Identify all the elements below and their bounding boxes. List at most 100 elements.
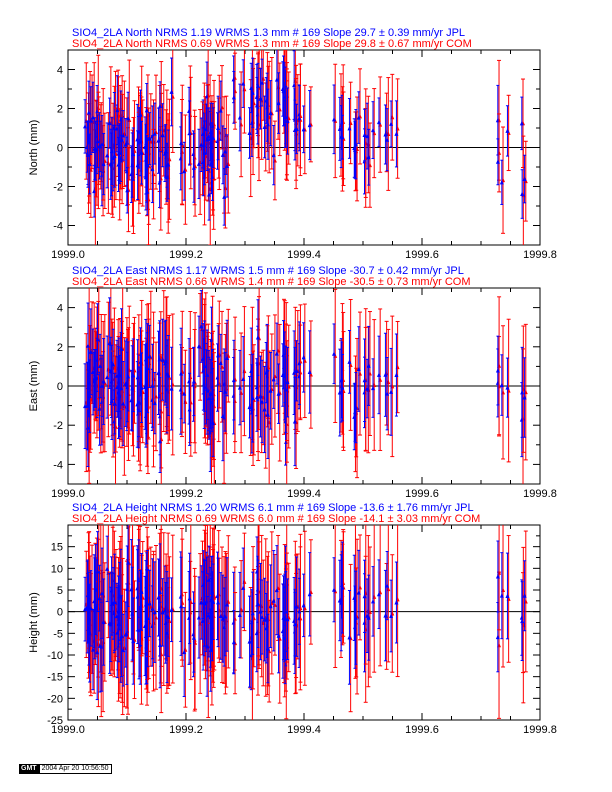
data-point-jpl xyxy=(394,600,399,605)
data-point-jpl xyxy=(223,614,228,619)
data-point-jpl xyxy=(125,187,130,193)
data-point-jpl xyxy=(205,136,210,142)
data-point-jpl xyxy=(191,378,196,384)
data-point-jpl xyxy=(126,560,131,565)
data-point-jpl xyxy=(147,353,152,359)
data-point-jpl xyxy=(294,126,299,131)
y-tick-label-east: 0 xyxy=(57,381,63,393)
data-point-jpl xyxy=(271,152,276,158)
data-point-jpl xyxy=(271,598,276,603)
data-point-jpl xyxy=(505,385,510,390)
x-tick-label-north: 1999.4 xyxy=(287,249,321,261)
data-point-jpl xyxy=(356,115,361,120)
data-point-jpl xyxy=(376,372,381,377)
data-point-jpl xyxy=(131,151,136,157)
data-point-jpl xyxy=(90,647,95,652)
data-point-jpl xyxy=(121,647,126,653)
data-point-jpl xyxy=(268,110,273,116)
y-tick-label-east: -2 xyxy=(53,420,63,432)
data-point-jpl xyxy=(274,587,279,593)
data-point-jpl xyxy=(297,608,302,614)
data-point-jpl xyxy=(274,77,279,82)
data-point-jpl xyxy=(495,573,500,579)
data-point-jpl xyxy=(301,126,306,132)
data-point-jpl xyxy=(90,114,95,120)
data-point-jpl xyxy=(158,589,163,594)
data-point-jpl xyxy=(520,191,525,197)
gmt-logo: GMT xyxy=(19,764,39,774)
data-point-jpl xyxy=(520,618,525,624)
data-point-jpl xyxy=(292,621,297,627)
data-point-jpl xyxy=(353,141,358,147)
data-point-jpl xyxy=(95,569,100,574)
x-tick-label-east: 1999.8 xyxy=(523,488,557,500)
data-point-jpl xyxy=(383,613,388,618)
data-point-jpl xyxy=(100,383,105,388)
data-point-jpl xyxy=(258,394,263,399)
data-point-jpl xyxy=(262,617,267,622)
x-tick-label-north: 1999.6 xyxy=(405,249,439,261)
data-point-jpl xyxy=(218,613,223,618)
data-point-jpl xyxy=(365,386,370,391)
data-point-jpl xyxy=(88,118,93,123)
data-point-jpl xyxy=(223,148,228,154)
data-point-jpl xyxy=(332,587,337,592)
data-point-jpl xyxy=(216,352,221,358)
data-point-jpl xyxy=(112,401,117,406)
y-tick-label-height: 5 xyxy=(57,585,63,597)
x-tick-label-east: 1999.2 xyxy=(169,488,203,500)
data-point-jpl xyxy=(237,114,242,120)
data-point-jpl xyxy=(210,174,215,180)
data-point-jpl xyxy=(147,600,152,606)
y-tick-label-height: -20 xyxy=(47,693,63,705)
data-point-jpl xyxy=(187,406,192,412)
data-point-jpl xyxy=(255,601,260,606)
data-point-jpl xyxy=(205,643,210,649)
gmt-timestamp-stamp: GMT 2004 Apr 20 10:56:50 xyxy=(19,764,112,774)
data-point-jpl xyxy=(202,600,207,606)
data-point-jpl xyxy=(157,180,162,185)
data-point-jpl xyxy=(285,118,290,124)
data-point-jpl xyxy=(495,368,500,373)
data-point-jpl xyxy=(385,583,390,588)
data-point-jpl xyxy=(353,615,358,620)
y-tick-label-height: -10 xyxy=(47,650,63,662)
data-point-jpl xyxy=(285,379,290,385)
data-point-jpl xyxy=(191,165,196,170)
data-point-jpl xyxy=(126,115,131,121)
data-point-jpl xyxy=(297,115,302,121)
data-point-jpl xyxy=(144,107,149,113)
data-point-jpl xyxy=(247,130,252,135)
data-point-jpl xyxy=(292,82,297,88)
data-point-jpl xyxy=(199,142,204,147)
data-point-jpl xyxy=(166,161,171,167)
data-point-jpl xyxy=(383,372,388,377)
data-point-jpl xyxy=(179,370,184,376)
data-point-jpl xyxy=(371,385,376,391)
data-point-jpl xyxy=(366,615,371,620)
data-point-jpl xyxy=(166,372,171,378)
data-point-jpl xyxy=(385,391,390,396)
y-tick-label-north: 0 xyxy=(57,143,63,155)
data-point-jpl xyxy=(366,154,371,160)
x-tick-label-height: 1999.4 xyxy=(287,724,321,736)
data-point-jpl xyxy=(208,429,213,435)
data-point-jpl xyxy=(294,604,299,609)
data-point-jpl xyxy=(225,355,230,361)
data-point-jpl xyxy=(139,150,144,155)
data-point-jpl xyxy=(307,122,312,128)
data-point-jpl xyxy=(119,137,124,142)
data-point-jpl xyxy=(365,133,370,139)
data-point-jpl xyxy=(199,599,204,605)
y-tick-label-height: -15 xyxy=(47,672,63,684)
data-point-jpl xyxy=(112,599,117,605)
data-point-jpl xyxy=(100,141,105,147)
data-point-jpl xyxy=(105,374,110,380)
data-point-jpl xyxy=(362,377,367,383)
data-point-jpl xyxy=(505,593,510,598)
data-point-jpl xyxy=(131,372,136,378)
data-point-jpl xyxy=(119,633,124,639)
data-point-jpl xyxy=(139,589,144,594)
data-point-jpl xyxy=(519,120,524,126)
title-com-north: SIO4_2LA North NRMS 0.69 WRMS 1.3 mm # 1… xyxy=(72,38,472,50)
